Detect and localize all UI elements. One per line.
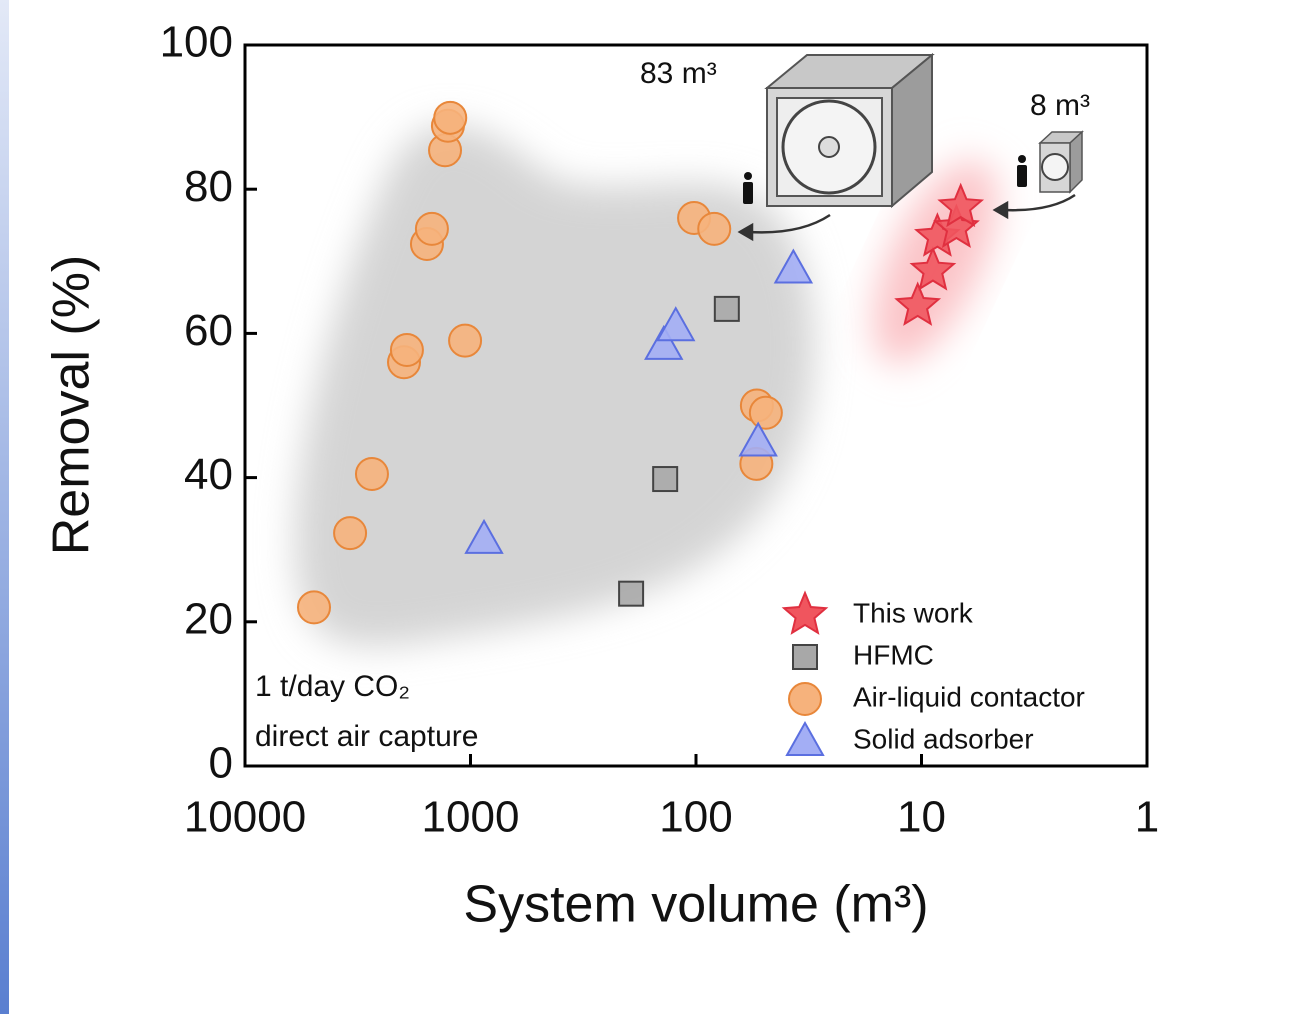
- y-tick-label: 60: [184, 306, 233, 355]
- legend-marker: [785, 720, 825, 756]
- point: [894, 281, 942, 326]
- point: [656, 306, 696, 342]
- big-unit-icon: [764, 52, 935, 209]
- annotation: 83 m³: [640, 57, 717, 90]
- person-icons: [743, 155, 1027, 204]
- point: [464, 518, 504, 554]
- y-tick-label: 20: [184, 594, 233, 643]
- x-tick-label: 10000: [184, 793, 306, 842]
- y-axis-title: Removal (%): [43, 255, 101, 556]
- point: [773, 248, 814, 284]
- legend-marker: [788, 682, 822, 716]
- point: [448, 323, 483, 358]
- point: [414, 211, 449, 246]
- point: [389, 332, 424, 367]
- small-unit-icon: [1038, 130, 1084, 194]
- point: [937, 182, 985, 228]
- x-tick-label: 1: [1135, 793, 1159, 842]
- legend-label: This work: [853, 597, 974, 628]
- legend-marker: [792, 644, 818, 670]
- legend-marker: [781, 590, 829, 635]
- y-tick-label: 80: [184, 162, 233, 211]
- edge-stripe: [0, 0, 9, 1014]
- legend-label: Solid adsorber: [853, 723, 1034, 754]
- point: [713, 295, 740, 322]
- point: [652, 466, 679, 493]
- point: [433, 100, 468, 135]
- x-tick-label: 100: [659, 793, 732, 842]
- point: [644, 324, 684, 360]
- annotation: direct air capture: [255, 720, 478, 753]
- y-tick-label: 100: [160, 18, 233, 67]
- point: [738, 421, 778, 457]
- annotation: 8 m³: [1030, 89, 1090, 122]
- point: [618, 580, 645, 607]
- range-region: [295, 125, 814, 646]
- y-tick-label: 40: [184, 450, 233, 499]
- arrows: [737, 193, 1076, 242]
- point: [333, 516, 368, 551]
- point: [354, 456, 389, 491]
- point: [297, 590, 332, 625]
- legend-label: Air-liquid contactor: [853, 681, 1085, 712]
- point: [909, 246, 957, 291]
- y-tick-label: 0: [209, 739, 233, 788]
- x-axis-title: System volume (m³): [463, 876, 928, 934]
- point: [697, 211, 732, 246]
- point: [748, 395, 783, 430]
- annotation: 1 t/day CO₂: [255, 670, 410, 703]
- x-tick-label: 1000: [422, 793, 520, 842]
- legend-label: HFMC: [853, 639, 934, 670]
- x-tick-label: 10: [897, 793, 946, 842]
